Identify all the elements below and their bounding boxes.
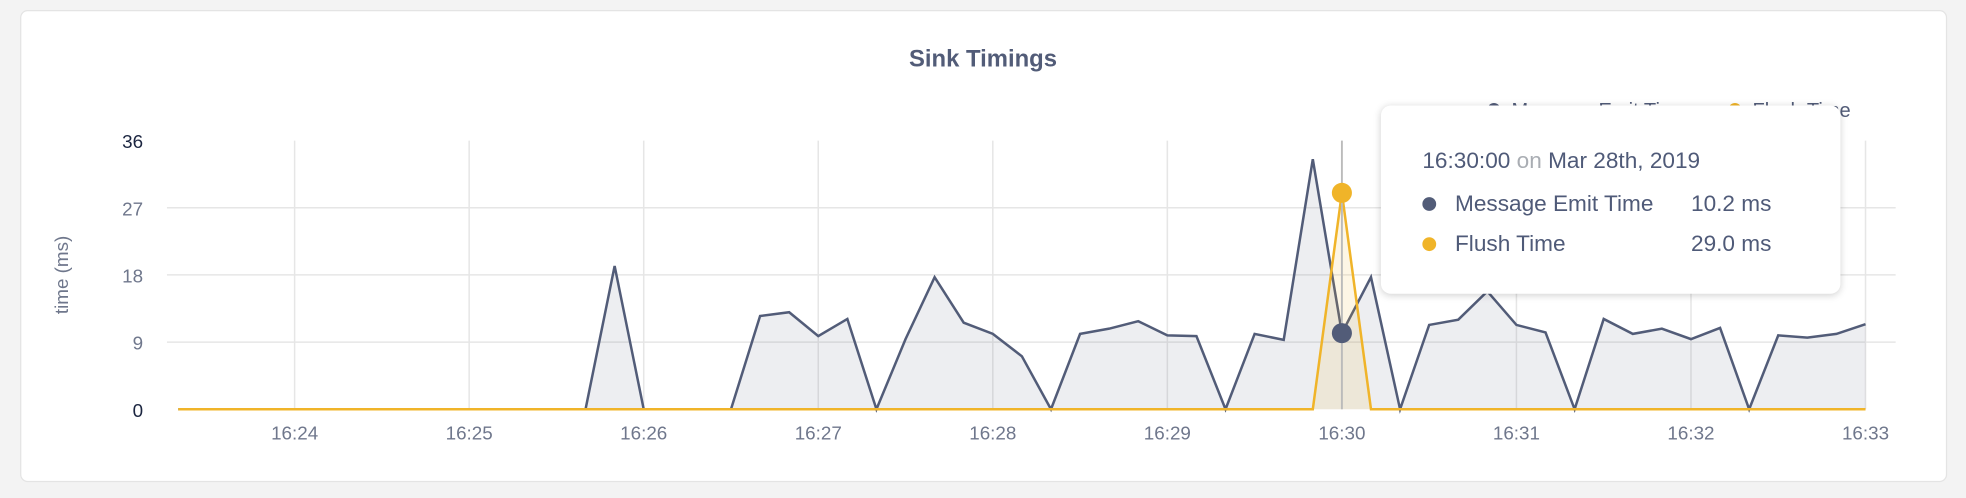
x-tick-label: 16:32 <box>1667 422 1714 443</box>
y-tick-label: 0 <box>133 400 143 421</box>
tooltip-label: Flush Time <box>1455 230 1566 257</box>
x-tick-label: 16:33 <box>1842 422 1889 443</box>
y-tick-label: 9 <box>133 333 143 354</box>
x-tick-label: 16:27 <box>795 422 842 443</box>
tooltip-date: Mar 28th, 2019 <box>1548 148 1701 174</box>
tooltip-header: 16:30:00 on Mar 28th, 2019 <box>1422 148 1700 174</box>
series-line-1 <box>178 192 1866 411</box>
chart-tooltip: 16:30:00 on Mar 28th, 2019 Message Emit … <box>1380 105 1841 294</box>
x-tick-label: 16:30 <box>1318 422 1365 443</box>
tooltip-row-emit: Message Emit Time 10.2 ms <box>1422 191 1799 219</box>
x-tick-label: 16:28 <box>969 422 1016 443</box>
x-tick-label: 16:31 <box>1493 422 1540 443</box>
tooltip-value: 10.2 ms <box>1691 190 1772 216</box>
x-tick-label: 16:29 <box>1144 422 1191 443</box>
x-tick-label: 16:24 <box>271 422 318 443</box>
series-dot-icon <box>1422 197 1437 211</box>
tooltip-value: 29.0 ms <box>1691 230 1772 257</box>
series-area-0 <box>178 159 1866 410</box>
y-tick-label: 27 <box>122 198 143 219</box>
chart-title: Sink Timings <box>908 46 1057 73</box>
x-tick-label: 16:26 <box>620 422 667 443</box>
hover-point-marker <box>1331 323 1352 344</box>
x-tick-label: 16:25 <box>446 422 493 443</box>
y-axis-label: time (ms) <box>51 236 72 314</box>
y-tick-label: 36 <box>122 131 143 152</box>
y-tick-label: 18 <box>122 265 143 286</box>
tooltip-row-flush: Flush Time 29.0 ms <box>1422 231 1799 259</box>
series-dot-icon <box>1422 237 1437 252</box>
tooltip-label: Message Emit Time <box>1455 190 1654 216</box>
hover-point-marker <box>1331 182 1352 203</box>
tooltip-on: on <box>1516 148 1542 174</box>
tooltip-time: 16:30:00 <box>1422 148 1511 174</box>
